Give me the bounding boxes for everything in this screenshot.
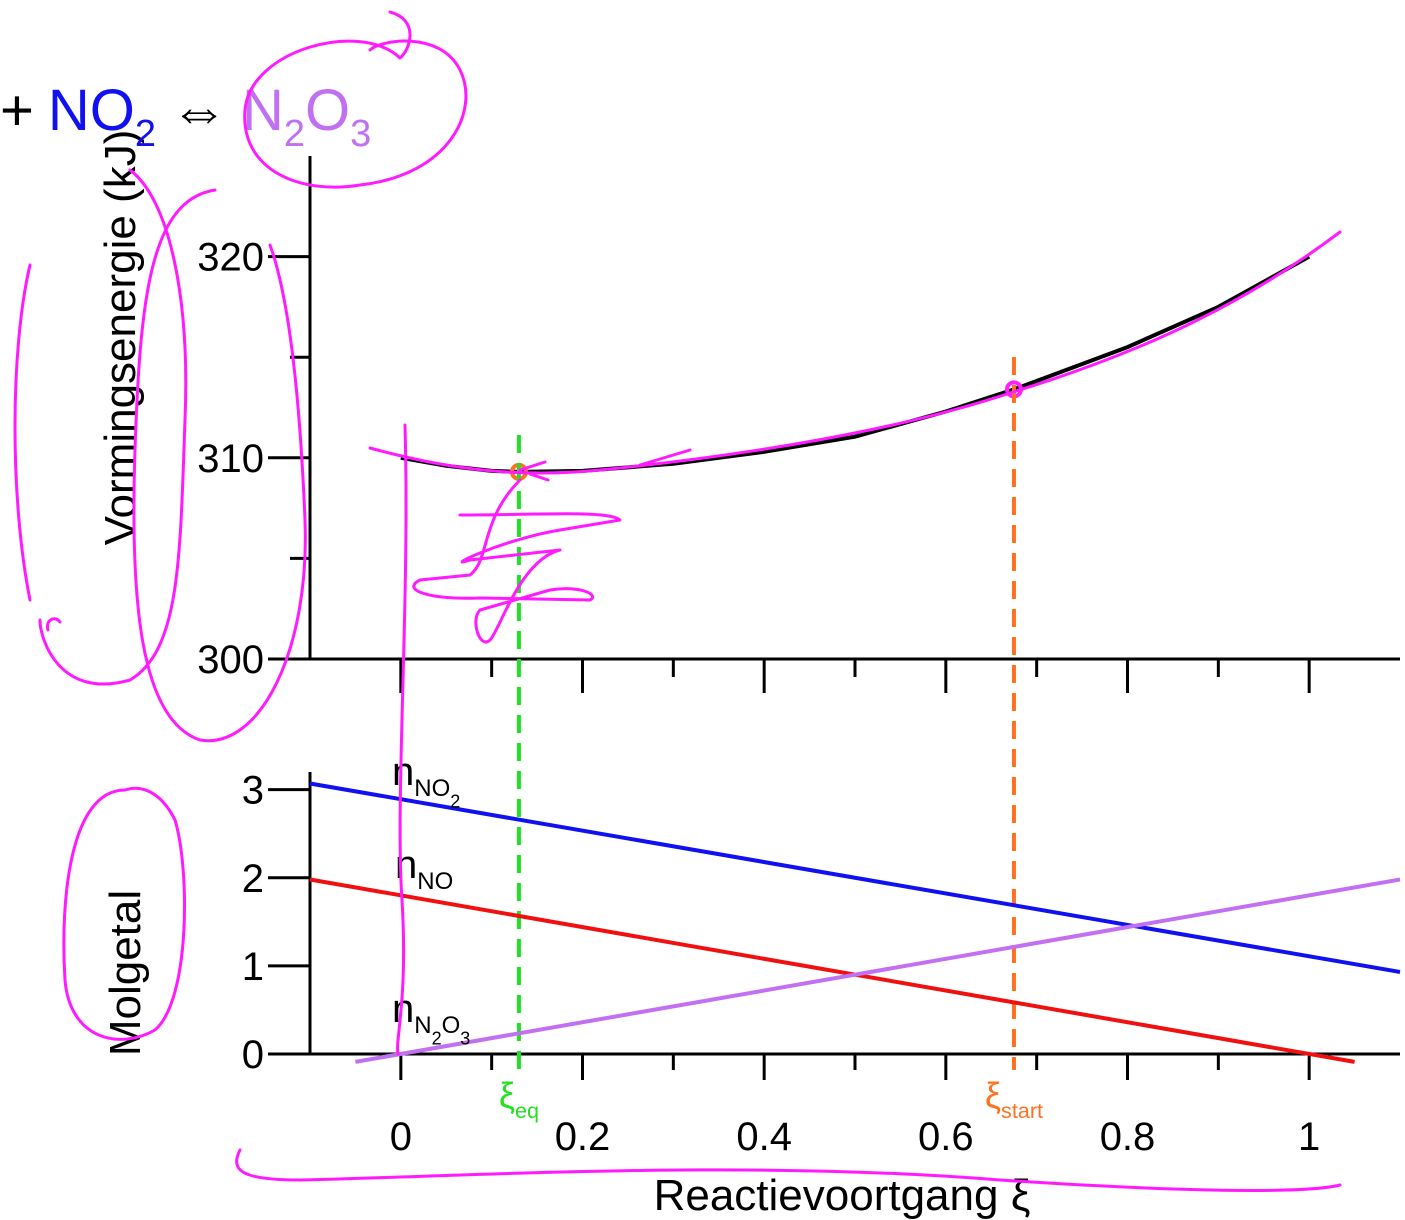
reference-label: ξstart (985, 1075, 1043, 1123)
label-part: ξ (499, 1075, 515, 1116)
series-label: nNO2 (392, 750, 460, 811)
chart-title: + NO2 ⇔ N2O3 (0, 78, 371, 155)
annotation-stroke (62, 786, 186, 1041)
label-part: NO (417, 868, 453, 895)
series-label: nN2O3 (392, 987, 470, 1048)
x-tick-label: 1 (1298, 1115, 1320, 1159)
label-part: NO (414, 775, 450, 802)
reference-label: ξeq (499, 1075, 539, 1123)
annotation-stroke (235, 1148, 1342, 1192)
y-tick-label: 320 (197, 236, 264, 280)
y-tick-label: 3 (242, 769, 264, 813)
label-part: 2 (450, 791, 460, 811)
title-part: 2 (135, 113, 156, 155)
series-line (309, 877, 1355, 1064)
y-axis-label: Molgetal (101, 890, 150, 1056)
x-tick-label: 0.4 (736, 1115, 792, 1159)
label-part: start (1001, 1098, 1043, 1123)
label-part: n (392, 750, 414, 794)
x-tick-label: 0.2 (555, 1115, 611, 1159)
annotation-stroke (13, 168, 188, 686)
handwritten-annotations (13, 10, 1342, 1192)
label-part: N (414, 1012, 431, 1039)
annotation-stroke (132, 188, 307, 743)
y-tick-label: 1 (242, 945, 264, 989)
x-tick-label: 0.8 (1100, 1115, 1156, 1159)
title-part: O (305, 78, 350, 143)
label-part: eq (515, 1098, 539, 1123)
annotation-stroke (368, 230, 1342, 482)
series-line (309, 781, 1401, 974)
title-part: 3 (350, 113, 371, 155)
label-part: n (392, 987, 414, 1031)
series-label: nNO (395, 843, 453, 895)
series-line (400, 254, 1311, 474)
label-part: n (395, 843, 417, 887)
label-part: O (442, 1012, 461, 1039)
title-part: N (242, 78, 284, 143)
annotation-stroke (412, 478, 622, 644)
title-part: NO (48, 78, 135, 143)
title-part: ⇔ (170, 78, 228, 143)
annotation-stroke (243, 10, 468, 189)
y-tick-label: 2 (242, 857, 264, 901)
x-tick-label: 0.6 (918, 1115, 974, 1159)
label-part: 2 (432, 1028, 442, 1048)
y-axis-label: Vormingsenergie (kJ) (96, 130, 145, 546)
y-tick-label: 300 (197, 638, 264, 682)
y-tick-label: 0 (242, 1033, 264, 1077)
title-part: + (0, 78, 34, 143)
y-tick-label: 310 (197, 437, 264, 481)
annotation-stroke (396, 423, 408, 1056)
x-tick-label: 0 (390, 1115, 412, 1159)
title-part: 2 (284, 113, 305, 155)
label-part: ξ (985, 1075, 1001, 1116)
series-line (355, 877, 1401, 1064)
x-axis-label: Reactievoortgang ξ (654, 1171, 1031, 1220)
label-part: 3 (460, 1028, 470, 1048)
